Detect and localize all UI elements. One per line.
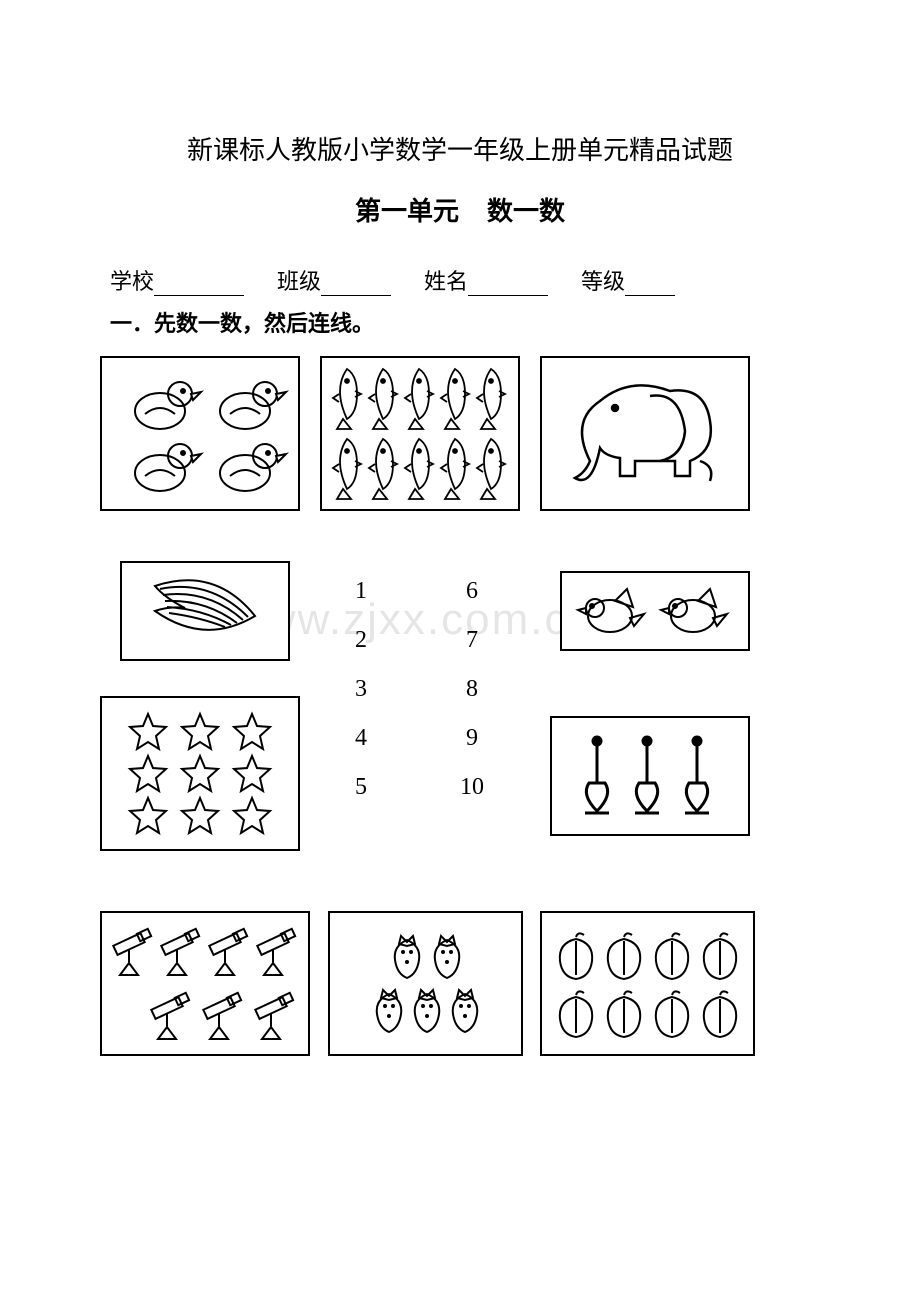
number-8: 8	[460, 676, 484, 703]
matching-exercise-area: 1 2 3 4 5 6 7 8 9 10	[100, 356, 820, 1076]
number-7: 7	[460, 627, 484, 654]
ducks-icon	[110, 366, 290, 501]
box-bananas	[120, 561, 290, 661]
number-1: 1	[355, 578, 367, 605]
page-title: 新课标人教版小学数学一年级上册单元精品试题	[100, 130, 820, 167]
elephant-icon	[550, 366, 740, 501]
subtitle-unit: 第一单元	[355, 197, 459, 226]
stars-icon	[110, 706, 290, 841]
box-fish	[320, 356, 520, 511]
number-4: 4	[355, 725, 367, 752]
box-elephant	[540, 356, 750, 511]
bananas-icon	[135, 571, 275, 651]
box-strawberries	[328, 911, 523, 1056]
number-2: 2	[355, 627, 367, 654]
number-9: 9	[460, 725, 484, 752]
box-ducks	[100, 356, 300, 511]
student-info-line: 学校 班级 姓名 等级	[110, 264, 820, 296]
guitars-icon	[560, 726, 740, 826]
grade-label: 等级	[581, 269, 625, 294]
box-guitars	[550, 716, 750, 836]
name-label: 姓名	[424, 269, 468, 294]
box-birds	[560, 571, 750, 651]
telescopes-icon	[108, 919, 303, 1049]
number-5: 5	[355, 774, 367, 801]
box-peaches	[540, 911, 755, 1056]
number-10: 10	[460, 774, 484, 801]
peaches-icon	[548, 921, 748, 1046]
question-1-label: 一．先数一数，然后连线。	[110, 306, 820, 338]
box-telescopes	[100, 911, 310, 1056]
birds-icon	[570, 581, 740, 641]
class-label: 班级	[277, 269, 321, 294]
strawberries-icon	[341, 924, 511, 1044]
number-3: 3	[355, 676, 367, 703]
fish-icon	[325, 361, 515, 506]
subtitle-name: 数一数	[487, 197, 565, 226]
school-label: 学校	[110, 269, 154, 294]
number-6: 6	[460, 578, 484, 605]
box-stars	[100, 696, 300, 851]
number-column-right: 6 7 8 9 10	[460, 578, 484, 801]
page-subtitle: 第一单元数一数	[100, 191, 820, 228]
number-column-left: 1 2 3 4 5	[355, 578, 367, 801]
